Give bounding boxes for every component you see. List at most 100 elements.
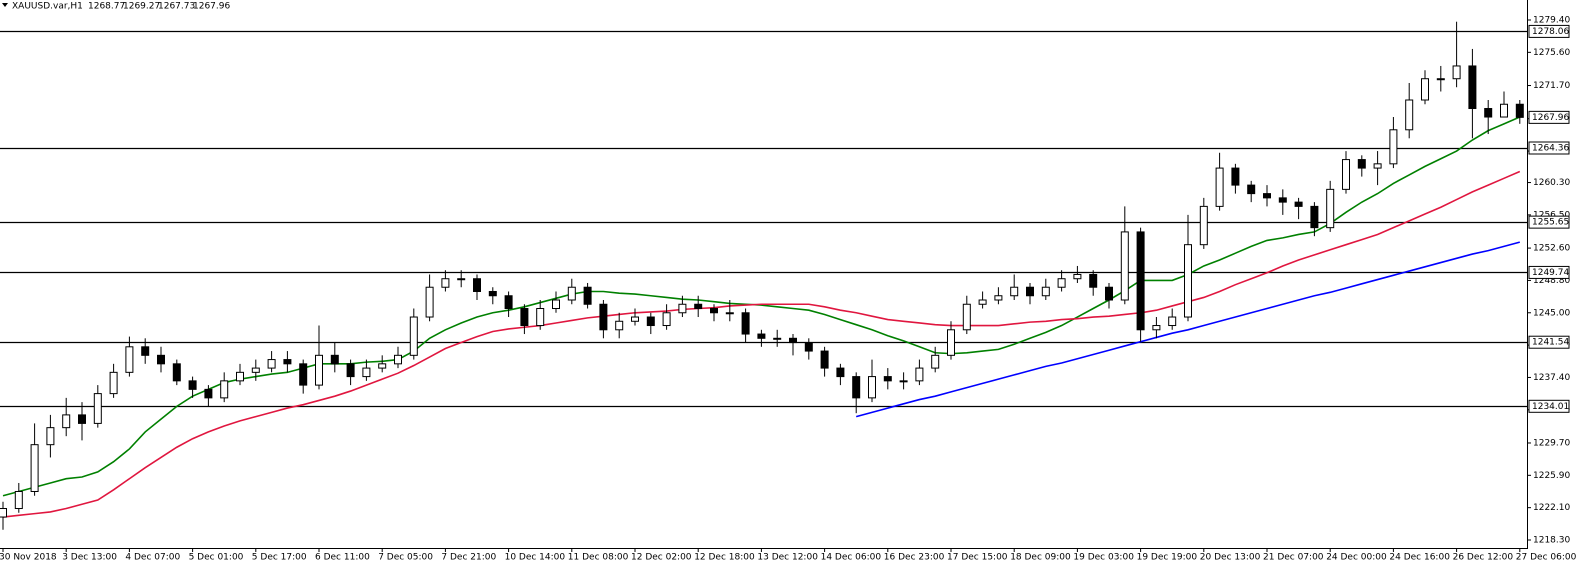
candle-body xyxy=(536,308,545,327)
y-tick-label: 1237.40 xyxy=(1533,373,1570,383)
candle-body xyxy=(473,278,481,292)
candle-body xyxy=(330,354,339,365)
candle-body xyxy=(994,295,1003,301)
header-low: 1267.73 xyxy=(158,2,195,12)
candle-body xyxy=(662,312,671,327)
candle-body xyxy=(1105,286,1113,301)
candle-body xyxy=(789,337,797,344)
candle-body xyxy=(1026,286,1034,297)
x-tick-label: 24 Dec 00:00 xyxy=(1326,553,1387,563)
y-tick-label: 1260.30 xyxy=(1533,178,1570,188)
menu-arrow[interactable] xyxy=(2,3,8,7)
candle-body xyxy=(1452,65,1461,80)
x-tick-label: 7 Dec 05:00 xyxy=(378,553,433,563)
x-tick-label: 4 Dec 07:00 xyxy=(125,553,180,563)
candle-body xyxy=(883,376,892,382)
candle-body xyxy=(488,290,497,297)
candle-body xyxy=(615,320,624,331)
x-tick-label: 30 Nov 2018 xyxy=(0,553,57,563)
candle-body xyxy=(1310,205,1319,229)
x-tick-label: 7 Dec 21:00 xyxy=(441,553,496,563)
candle-body xyxy=(1247,184,1256,195)
candle-body xyxy=(1199,205,1208,246)
candle-body xyxy=(378,363,387,369)
x-tick-label: 14 Dec 06:00 xyxy=(821,553,882,563)
candle-body xyxy=(931,354,940,369)
x-tick-label: 26 Dec 12:00 xyxy=(1453,553,1514,563)
candle-body xyxy=(125,346,134,373)
candle-body xyxy=(188,380,197,390)
candle-body xyxy=(457,278,466,281)
candle-body xyxy=(1294,201,1303,207)
level-label-box xyxy=(1528,335,1570,349)
level-label: 1241.54 xyxy=(1532,338,1569,348)
candle-body xyxy=(362,367,371,378)
candle-body xyxy=(567,286,576,301)
candle-body xyxy=(78,414,86,424)
y-tick-label: 1271.70 xyxy=(1533,81,1570,91)
candle-body xyxy=(504,295,513,310)
candle-body xyxy=(1405,99,1414,131)
candle-body xyxy=(204,388,213,399)
candle-body xyxy=(236,371,244,382)
level-label-box xyxy=(1528,24,1570,38)
candle-body xyxy=(1041,286,1050,297)
candle-body xyxy=(915,367,924,382)
candle-body xyxy=(852,376,861,399)
y-tick-label: 1252.60 xyxy=(1533,244,1570,254)
candle-body xyxy=(1184,244,1192,318)
candle-body xyxy=(599,303,608,331)
x-tick-label: 12 Dec 18:00 xyxy=(694,553,755,563)
x-tick-label: 20 Dec 13:00 xyxy=(1200,553,1261,563)
candle-body xyxy=(1468,65,1477,110)
candle-body xyxy=(394,354,402,365)
x-tick-label: 18 Dec 09:00 xyxy=(1010,553,1071,563)
candle-body xyxy=(520,308,529,327)
y-tick-label: 1222.10 xyxy=(1533,503,1570,513)
x-tick-label: 19 Dec 03:00 xyxy=(1073,553,1134,563)
candle-body xyxy=(1136,231,1145,331)
symbol: XAUUSD.var,H1 xyxy=(12,2,83,12)
x-tick-label: 3 Dec 13:00 xyxy=(62,553,117,563)
candle-body xyxy=(1231,167,1240,186)
candle-body xyxy=(757,333,766,339)
y-tick-label: 1245.00 xyxy=(1533,308,1570,318)
candle-body xyxy=(1421,78,1429,101)
candle-body xyxy=(694,303,703,310)
candle-body xyxy=(820,350,829,369)
candle-body xyxy=(836,367,845,378)
candle-body xyxy=(1436,78,1445,81)
candle-body xyxy=(1215,167,1224,207)
candle-body xyxy=(220,380,229,399)
candle-body xyxy=(1515,103,1524,118)
candle-body xyxy=(1357,159,1366,169)
x-tick-label: 21 Dec 07:00 xyxy=(1263,553,1324,563)
candle-body xyxy=(962,303,971,331)
candle-body xyxy=(1326,188,1335,229)
level-label: 1264.36 xyxy=(1532,144,1569,154)
candle-body xyxy=(251,367,260,373)
x-tick-label: 19 Dec 19:00 xyxy=(1137,553,1198,563)
candle-body xyxy=(631,316,639,322)
moving-average xyxy=(2,170,1521,518)
candle-body xyxy=(725,312,734,315)
candle-body xyxy=(1278,197,1287,203)
candle-body xyxy=(1120,231,1129,301)
candle-body xyxy=(172,363,181,382)
level-label-box xyxy=(1528,215,1570,229)
header-open: 1268.77 xyxy=(88,2,125,12)
candle-body xyxy=(283,359,292,365)
candle-body xyxy=(1342,159,1350,190)
candle-body xyxy=(46,427,55,446)
candle-body xyxy=(1057,278,1066,288)
candle-body xyxy=(409,316,418,356)
x-tick-label: 27 Dec 06:00 xyxy=(1516,553,1577,563)
level-label: 1249.74 xyxy=(1532,268,1569,278)
x-tick-label: 5 Dec 17:00 xyxy=(252,553,307,563)
candle-body xyxy=(1168,316,1177,327)
candle-body xyxy=(441,278,450,288)
x-tick-label: 13 Dec 12:00 xyxy=(757,553,818,563)
